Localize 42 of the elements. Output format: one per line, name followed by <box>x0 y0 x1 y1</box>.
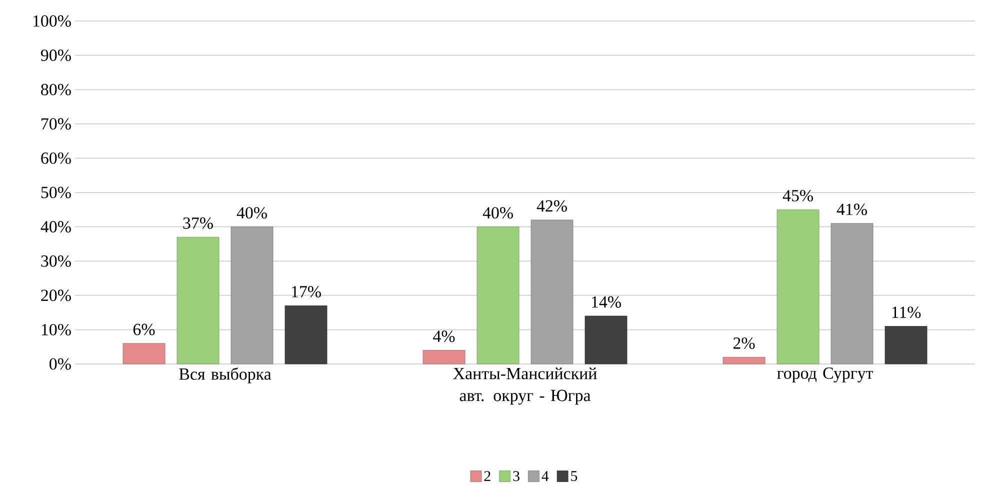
x-tick-label: Ханты-Мансийский авт. округ - Югра <box>453 367 597 404</box>
y-tick-label: 20% <box>41 289 71 301</box>
x-tick-label: город Сургут <box>777 367 873 382</box>
data-label: 11% <box>892 306 921 318</box>
data-label: 6% <box>133 324 155 335</box>
bar <box>830 222 874 364</box>
bar <box>422 350 466 364</box>
bar <box>476 226 520 364</box>
legend-label: 2 <box>484 470 490 481</box>
y-tick-label: 30% <box>41 255 71 267</box>
bar <box>884 326 928 364</box>
y-tick-label: 40% <box>40 220 71 232</box>
data-label: 45% <box>782 190 813 202</box>
data-label: 40% <box>236 206 267 218</box>
data-label: 37% <box>183 217 213 229</box>
y-tick-label: 50% <box>41 186 71 198</box>
bar <box>230 226 274 364</box>
data-label: 2% <box>733 337 755 349</box>
y-tick-label: 70% <box>42 118 71 130</box>
y-tick-label: 60% <box>41 152 71 164</box>
bar <box>176 236 220 364</box>
y-tick-label: 10% <box>42 324 71 336</box>
data-label: 17% <box>292 286 321 298</box>
bar <box>776 209 820 364</box>
y-tick-label: 100% <box>33 15 71 27</box>
data-label: 41% <box>836 203 867 215</box>
bar <box>722 356 766 364</box>
bar <box>284 305 328 364</box>
y-tick-label: 80% <box>41 84 71 96</box>
legend-label: 5 <box>571 470 578 481</box>
y-tick-label: 0% <box>50 358 71 370</box>
data-label: 42% <box>536 200 567 212</box>
x-tick-label: Вся выборка <box>179 367 272 384</box>
data-label: 14% <box>592 296 621 308</box>
bar <box>122 342 166 364</box>
bar <box>584 316 628 364</box>
legend-label: 4 <box>542 470 549 481</box>
data-label: 4% <box>433 330 455 342</box>
legend-label: 3 <box>513 470 520 481</box>
bar <box>530 220 574 364</box>
y-tick-label: 90% <box>40 49 71 61</box>
data-label: 40% <box>482 206 513 218</box>
